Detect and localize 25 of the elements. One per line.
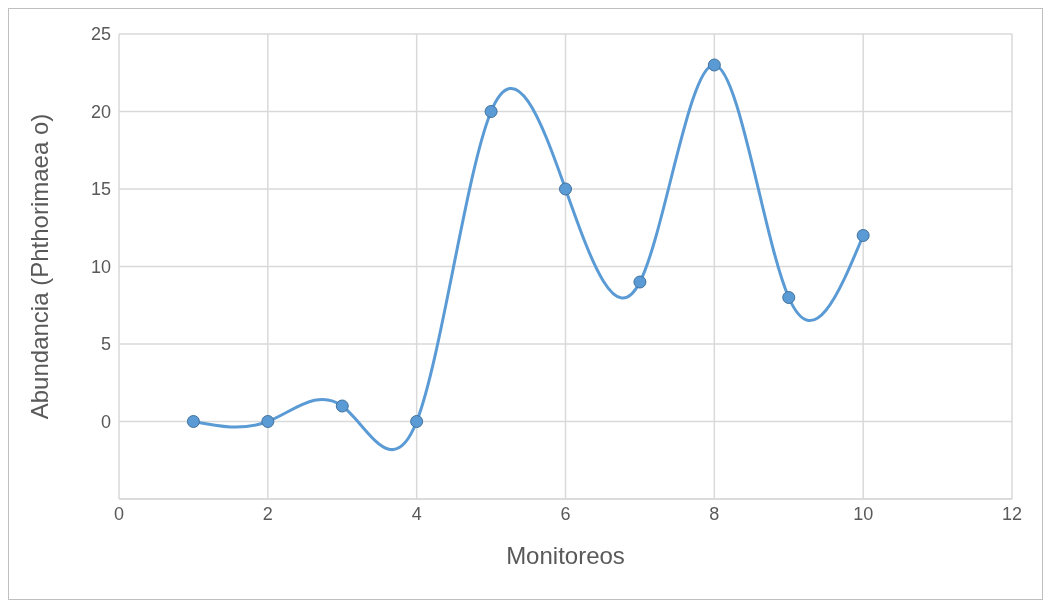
point — [782, 291, 796, 304]
point — [633, 275, 647, 289]
x-tick-label: 4 — [411, 503, 422, 524]
x-tick-label: 8 — [709, 503, 720, 524]
point — [410, 415, 424, 428]
x-tick-label: 0 — [113, 503, 125, 524]
point — [261, 415, 275, 428]
y-tick-label: 20 — [90, 101, 111, 122]
y-tick-label: 0 — [100, 411, 111, 432]
x-tick-label: 6 — [560, 503, 571, 524]
point — [484, 105, 498, 118]
point — [186, 415, 200, 428]
x-tick-label: 12 — [1001, 503, 1023, 524]
point — [856, 229, 870, 242]
x-tick-label: 10 — [853, 503, 874, 524]
y-tick-label: 25 — [90, 24, 111, 45]
point — [707, 58, 721, 72]
y-axis-title: Abundancia (Phthorimaea o) — [25, 113, 53, 420]
y-tick-label: 10 — [90, 256, 111, 277]
point — [335, 399, 349, 413]
y-tick-label: 5 — [100, 334, 111, 355]
y-tick-label: 15 — [90, 179, 111, 200]
x-axis-title: Monitoreos — [506, 542, 625, 569]
x-tick-label: 2 — [262, 503, 273, 524]
point — [559, 182, 572, 196]
